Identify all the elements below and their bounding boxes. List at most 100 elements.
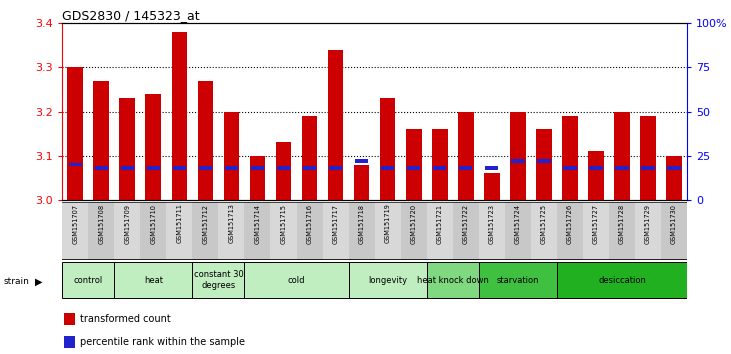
Bar [88, 202, 114, 260]
Bar [64, 336, 75, 348]
Text: GSM151725: GSM151725 [541, 204, 547, 244]
Text: GSM151719: GSM151719 [385, 204, 390, 244]
Bar [219, 202, 244, 260]
Bar [374, 202, 401, 260]
Bar [401, 202, 427, 260]
Bar [616, 166, 629, 170]
Bar [114, 262, 192, 298]
Text: starvation: starvation [496, 275, 539, 285]
Bar [583, 202, 609, 260]
Text: GSM151726: GSM151726 [567, 204, 573, 244]
Bar [557, 202, 583, 260]
Bar [452, 202, 479, 260]
Bar [588, 152, 604, 200]
Text: GSM151718: GSM151718 [359, 204, 365, 244]
Text: heat knock down: heat knock down [417, 275, 489, 285]
Bar [564, 166, 577, 170]
Bar [327, 50, 344, 200]
Bar [62, 202, 88, 260]
Bar [67, 67, 83, 200]
Text: GSM151711: GSM151711 [176, 204, 182, 244]
Text: constant 30
degrees: constant 30 degrees [194, 270, 243, 290]
Bar [197, 80, 213, 200]
Bar [536, 129, 552, 200]
Text: GSM151727: GSM151727 [593, 204, 599, 244]
Bar [484, 173, 500, 200]
Bar [557, 262, 687, 298]
Bar [511, 159, 525, 163]
Bar [661, 202, 687, 260]
Text: GSM151722: GSM151722 [463, 204, 469, 244]
Text: ▶: ▶ [35, 276, 42, 286]
Bar [329, 166, 342, 170]
Bar [640, 116, 656, 200]
Text: GSM151721: GSM151721 [436, 204, 443, 244]
Bar [459, 166, 472, 170]
Bar [119, 98, 135, 200]
Bar [667, 166, 681, 170]
Bar [140, 202, 167, 260]
Bar [427, 262, 479, 298]
Bar [406, 129, 422, 200]
Text: GSM151724: GSM151724 [515, 204, 521, 244]
Bar [505, 202, 531, 260]
Text: GSM151712: GSM151712 [202, 204, 208, 244]
Bar [510, 112, 526, 200]
Text: GSM151730: GSM151730 [671, 204, 677, 244]
Bar [433, 166, 447, 170]
Text: percentile rank within the sample: percentile rank within the sample [80, 337, 245, 347]
Bar [635, 202, 661, 260]
Bar [380, 98, 395, 200]
Bar [62, 262, 114, 298]
Bar [277, 166, 290, 170]
Bar [94, 166, 108, 170]
Bar [167, 202, 192, 260]
Bar [609, 202, 635, 260]
Text: GSM151716: GSM151716 [306, 204, 313, 244]
Bar [224, 112, 239, 200]
Bar [349, 262, 427, 298]
Bar [562, 116, 577, 200]
Bar [302, 116, 317, 200]
Text: GSM151710: GSM151710 [151, 204, 156, 244]
Text: GDS2830 / 145323_at: GDS2830 / 145323_at [62, 9, 200, 22]
Bar [64, 313, 75, 325]
Bar [479, 262, 557, 298]
Bar [244, 202, 270, 260]
Bar [244, 262, 349, 298]
Text: longevity: longevity [368, 275, 407, 285]
Bar [250, 156, 265, 200]
Bar [531, 202, 557, 260]
Text: desiccation: desiccation [598, 275, 646, 285]
Bar [192, 202, 219, 260]
Text: GSM151707: GSM151707 [72, 204, 78, 244]
Text: GSM151723: GSM151723 [489, 204, 495, 244]
Bar [407, 166, 420, 170]
Text: cold: cold [288, 275, 306, 285]
Bar [381, 166, 394, 170]
Bar [147, 166, 160, 170]
Text: GSM151717: GSM151717 [333, 204, 338, 244]
Text: strain: strain [4, 277, 29, 286]
Text: heat: heat [144, 275, 163, 285]
Bar [479, 202, 505, 260]
Bar [537, 159, 550, 163]
Text: GSM151728: GSM151728 [619, 204, 625, 244]
Text: GSM151708: GSM151708 [98, 204, 105, 244]
Bar [458, 112, 474, 200]
Text: transformed count: transformed count [80, 314, 170, 324]
Text: GSM151715: GSM151715 [281, 204, 287, 244]
Bar [145, 94, 161, 200]
Bar [121, 166, 134, 170]
Bar [270, 202, 297, 260]
Bar [485, 166, 499, 170]
Text: GSM151713: GSM151713 [228, 204, 235, 244]
Bar [251, 166, 264, 170]
Bar [114, 202, 140, 260]
Bar [349, 202, 374, 260]
Bar [614, 112, 630, 200]
Bar [355, 159, 368, 163]
Bar [641, 166, 655, 170]
Bar [173, 166, 186, 170]
Bar [69, 163, 82, 166]
